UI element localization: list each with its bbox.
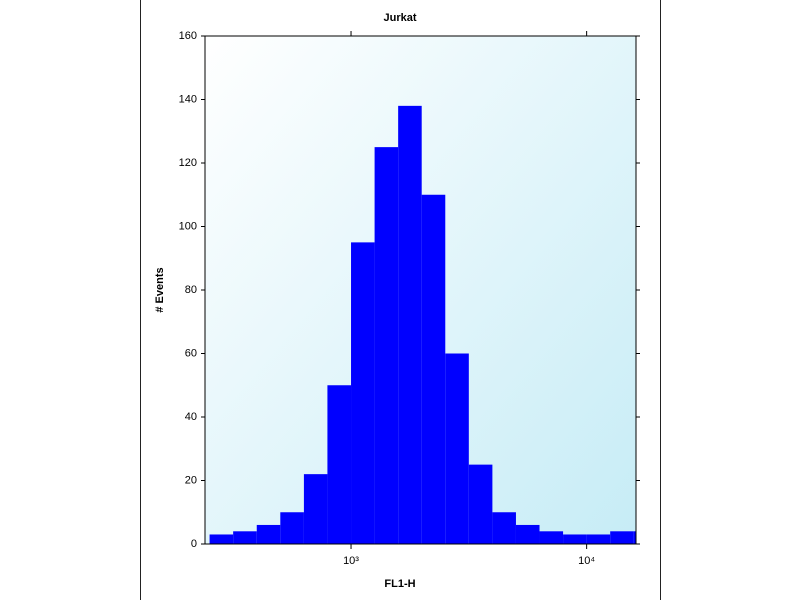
bar bbox=[633, 531, 636, 544]
x-tick-label: 10⁴ bbox=[578, 555, 595, 567]
y-tick-label: 40 bbox=[185, 411, 197, 423]
bar bbox=[421, 194, 446, 544]
y-tick-label: 0 bbox=[191, 538, 197, 550]
bar bbox=[610, 531, 634, 544]
x-axis-label: FL1-H bbox=[384, 578, 415, 590]
bar bbox=[351, 242, 375, 544]
bar bbox=[303, 474, 328, 544]
y-tick-label: 160 bbox=[179, 30, 197, 42]
bar bbox=[539, 531, 564, 544]
bar bbox=[586, 534, 611, 544]
y-axis-label: # Events bbox=[154, 267, 166, 312]
y-tick-label: 120 bbox=[179, 157, 197, 169]
bar bbox=[209, 534, 234, 544]
bar bbox=[563, 534, 587, 544]
bar bbox=[280, 512, 304, 544]
bar bbox=[233, 531, 257, 544]
bar bbox=[445, 353, 469, 544]
x-tick-label: 10³ bbox=[343, 555, 359, 567]
bar bbox=[374, 147, 399, 544]
bar bbox=[468, 464, 493, 544]
bar bbox=[256, 524, 281, 544]
bar bbox=[327, 385, 352, 544]
y-tick-label: 20 bbox=[185, 474, 197, 486]
y-tick-label: 80 bbox=[185, 284, 197, 296]
y-tick-label: 60 bbox=[185, 347, 197, 359]
chart-title: Jurkat bbox=[383, 12, 416, 24]
bar bbox=[492, 512, 516, 544]
y-tick-label: 100 bbox=[179, 220, 197, 232]
bar bbox=[398, 105, 422, 544]
bar bbox=[515, 524, 540, 544]
y-tick-label: 140 bbox=[179, 93, 197, 105]
